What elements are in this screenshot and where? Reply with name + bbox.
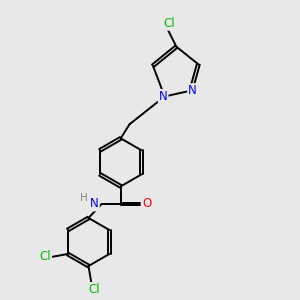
Text: Cl: Cl [39, 250, 51, 263]
Text: Cl: Cl [163, 17, 175, 30]
Text: H: H [80, 193, 88, 203]
Text: N: N [90, 197, 99, 210]
Text: N: N [159, 90, 168, 103]
Text: Cl: Cl [88, 283, 100, 296]
Text: O: O [142, 197, 152, 210]
Text: N: N [188, 84, 197, 97]
